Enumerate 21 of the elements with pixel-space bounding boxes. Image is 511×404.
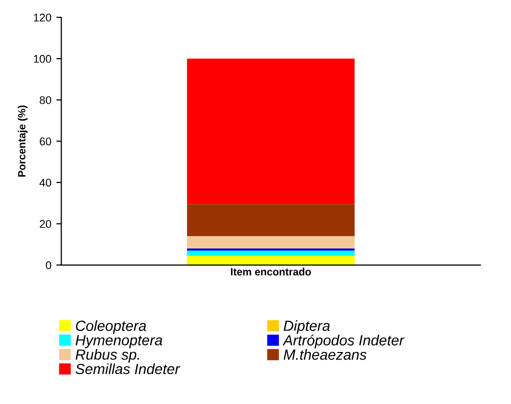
legend-label: Hymenoptera	[76, 335, 162, 348]
legend-label: Semillas Indeter	[76, 363, 180, 374]
legend-label: Rubus sp.	[76, 349, 140, 363]
legend-label: Artrópodos Indeter	[282, 334, 405, 348]
legend-label: Coleoptera	[76, 320, 146, 334]
bar	[187, 236, 355, 249]
y-axis-title: Porcentaje (%)	[18, 106, 28, 177]
y-tick-label: 60	[40, 137, 52, 146]
y-tick-label: 40	[39, 178, 52, 187]
legend-label: Diptera	[284, 320, 330, 334]
bar	[187, 58, 355, 204]
y-tick-label: 100	[34, 54, 52, 63]
y-tick-label: 120	[34, 14, 52, 22]
bar	[187, 204, 355, 236]
y-tick-label: 80	[40, 96, 52, 104]
y-tick-label: 0	[46, 261, 52, 270]
y-tick-label: 20	[40, 220, 52, 228]
x-tick-label: Item encontrado	[231, 268, 311, 276]
bar	[187, 256, 355, 266]
bar	[187, 250, 355, 256]
legend-label: M.theaezans	[284, 349, 366, 360]
